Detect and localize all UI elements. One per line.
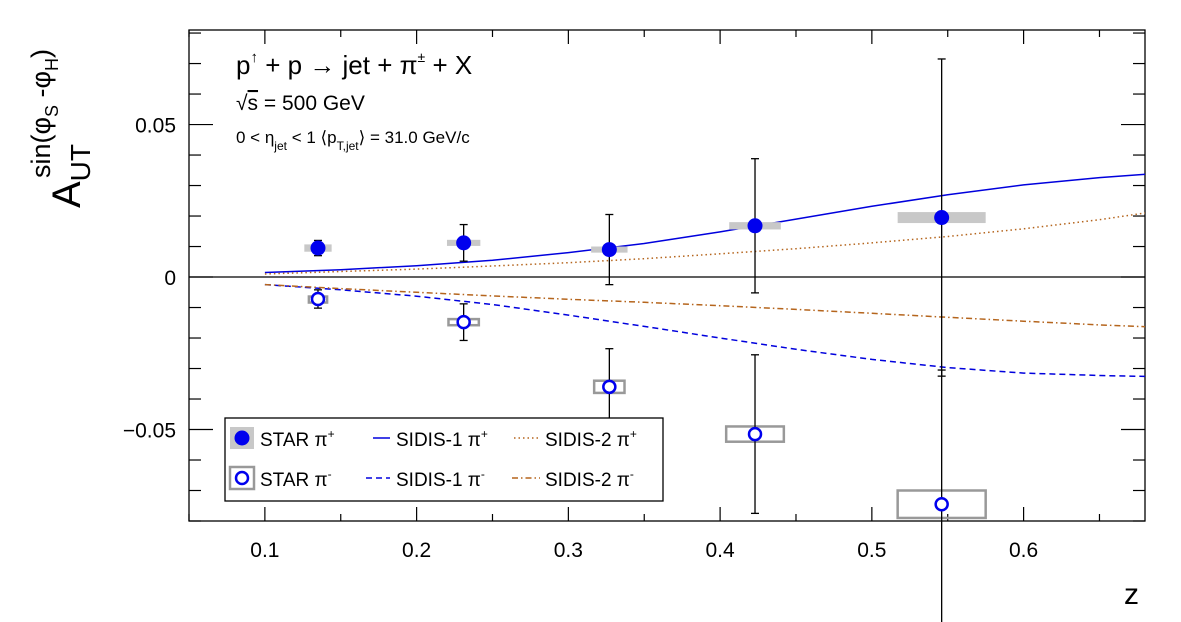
y-axis-label: AUT — [45, 144, 96, 208]
legend-star-pim-marker — [234, 470, 250, 486]
star-pip-point — [934, 210, 950, 226]
sidis1-pim-curve — [264, 283, 1145, 378]
energy-label: √s = 500 GeV — [236, 92, 365, 115]
kinematics-label: 0 < ηjet < 1 ⟨pT,jet⟩ = 31.0 GeV/c — [236, 128, 470, 153]
star-pim-point — [456, 314, 471, 330]
legend-star-pip-label: STAR π+ — [260, 427, 335, 451]
data-points — [304, 58, 987, 622]
x-tick-label: 0.4 — [706, 539, 736, 562]
star-pip-point — [310, 240, 326, 256]
x-tick-label: 0.2 — [402, 539, 431, 562]
y-tick-label: −0.05 — [123, 420, 176, 443]
sidis1-pip-curve — [264, 173, 1145, 274]
plot-frame — [188, 29, 1146, 522]
star-pim-point — [310, 291, 326, 307]
x-tick-label: 0.6 — [1009, 539, 1038, 562]
x-tick-label: 0.5 — [857, 539, 886, 562]
legend-box — [224, 417, 664, 502]
process-label: p↑ + p → jet + π± + X — [236, 49, 472, 80]
star-pip-point — [601, 242, 617, 258]
legend-star-pip-marker — [234, 430, 250, 446]
star-pim-point — [747, 426, 763, 442]
y-tick-label: 0 — [164, 267, 176, 290]
y-tick-label: 0.05 — [135, 115, 176, 138]
x-tick-label: 0.1 — [250, 539, 279, 562]
axis-tick-labels: 0.1 0.2 0.3 0.4 0.5 0.6 0.05 0 −0.05 — [123, 115, 1038, 562]
x-tick-label: 0.3 — [554, 539, 583, 562]
legend: STAR π+ SIDIS-1 π+ SIDIS-2 π+ STAR π- SI… — [224, 417, 664, 502]
star-pip-point — [747, 218, 763, 234]
theory-curves — [264, 173, 1145, 378]
legend-sidis1-pim-label: SIDIS-1 π- — [396, 467, 485, 491]
star-pim-point — [602, 379, 617, 395]
legend-sidis2-pim-label: SIDIS-2 π- — [545, 467, 634, 491]
legend-star-pim-syst-swatch — [228, 465, 256, 491]
x-axis-label: z — [1124, 578, 1139, 611]
sidis2-pim-curve — [264, 283, 1145, 328]
sidis2-pip-curve — [264, 212, 1145, 275]
legend-sidis2-pip-label: SIDIS-2 π+ — [545, 427, 637, 451]
legend-sidis1-pip-label: SIDIS-1 π+ — [396, 427, 488, 451]
y-axis-label-superscript: sin(φS -φH) — [26, 49, 62, 178]
star-pim-point — [934, 496, 949, 512]
star-pip-point — [456, 235, 472, 251]
legend-star-pim-label: STAR π- — [260, 467, 332, 491]
